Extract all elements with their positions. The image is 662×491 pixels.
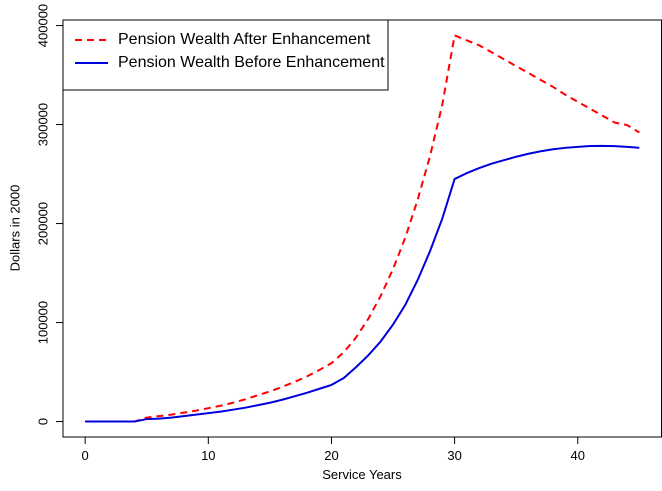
x-tick-label: 10 <box>201 448 215 463</box>
series-line <box>85 34 640 423</box>
x-tick-label: 30 <box>447 448 461 463</box>
y-tick-label: 300000 <box>35 103 50 146</box>
y-tick-label: 0 <box>35 418 50 425</box>
x-tick-label: 0 <box>82 448 89 463</box>
x-axis-title: Service Years <box>322 467 402 482</box>
y-axis-title: Dollars in 2000 <box>7 185 22 272</box>
y-tick-label: 100000 <box>35 301 50 344</box>
legend-box <box>62 19 389 91</box>
y-tick-label: 200000 <box>35 202 50 245</box>
legend-label: Pension Wealth Before Enhancement <box>118 54 385 71</box>
x-tick-label: 20 <box>324 448 338 463</box>
legend-label: Pension Wealth After Enhancement <box>118 31 371 48</box>
y-tick-label: 400000 <box>35 4 50 47</box>
x-tick-label: 40 <box>571 448 585 463</box>
series-line <box>85 144 640 423</box>
